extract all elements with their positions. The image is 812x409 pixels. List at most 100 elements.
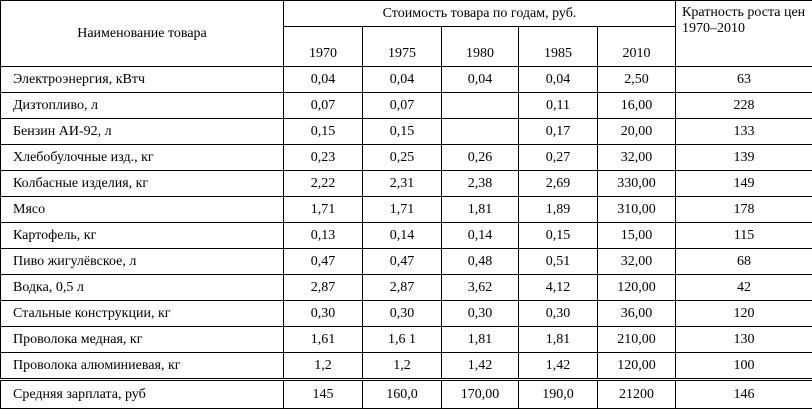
- price-cell: 3,62: [442, 275, 519, 301]
- ratio-cell: 133: [676, 119, 812, 145]
- price-cell: 0,15: [519, 223, 598, 249]
- price-cell: 36,00: [598, 301, 676, 327]
- item-name: Электроэнергия, кВтч: [1, 67, 284, 93]
- price-cell: 2,22: [284, 171, 363, 197]
- price-cell: 0,48: [442, 249, 519, 275]
- price-cell: 0,04: [284, 67, 363, 93]
- price-cell: [442, 93, 519, 119]
- price-cell: 16,00: [598, 93, 676, 119]
- price-cell: 0,07: [363, 93, 442, 119]
- price-group-header: Стоимость товара по годам, руб.: [284, 1, 676, 27]
- price-cell: 0,47: [284, 249, 363, 275]
- price-cell: 1,81: [519, 327, 598, 353]
- item-name: Проволока медная, кг: [1, 327, 284, 353]
- price-cell: 210,00: [598, 327, 676, 353]
- ratio-cell: 178: [676, 197, 812, 223]
- price-cell: 32,00: [598, 249, 676, 275]
- price-cell: 170,00: [442, 380, 519, 409]
- ratio-cell: 139: [676, 145, 812, 171]
- price-cell: 2,50: [598, 67, 676, 93]
- price-cell: 0,04: [363, 67, 442, 93]
- ratio-cell: 63: [676, 67, 812, 93]
- price-cell: 0,47: [363, 249, 442, 275]
- price-cell: 0,30: [363, 301, 442, 327]
- price-cell: 0,13: [284, 223, 363, 249]
- price-cell: 1,81: [442, 197, 519, 223]
- name-column-header: Наименование товара: [1, 1, 284, 67]
- year-header: 2010: [598, 27, 676, 67]
- price-cell: 120,00: [598, 353, 676, 380]
- ratio-cell: 115: [676, 223, 812, 249]
- ratio-cell: 120: [676, 301, 812, 327]
- price-cell: 0,04: [442, 67, 519, 93]
- price-cell: 190,0: [519, 380, 598, 409]
- price-cell: 1,2: [363, 353, 442, 380]
- ratio-cell: 130: [676, 327, 812, 353]
- price-cell: 1,81: [442, 327, 519, 353]
- item-name: Пиво жигулёвское, л: [1, 249, 284, 275]
- year-header: 1970: [284, 27, 363, 67]
- item-name: Бензин АИ-92, л: [1, 119, 284, 145]
- price-cell: 0,11: [519, 93, 598, 119]
- price-cell: 0,14: [442, 223, 519, 249]
- price-cell: 1,6 1: [363, 327, 442, 353]
- ratio-column-header: Кратность роста цен 1970–2010: [676, 1, 812, 67]
- price-cell: 1,42: [519, 353, 598, 380]
- year-header: 1980: [442, 27, 519, 67]
- item-name: Средняя зарплата, руб: [1, 380, 284, 409]
- item-name: Водка, 0,5 л: [1, 275, 284, 301]
- item-name: Картофель, кг: [1, 223, 284, 249]
- price-cell: 160,0: [363, 380, 442, 409]
- item-name: Дизтопливо, л: [1, 93, 284, 119]
- item-name: Проволока алюминиевая, кг: [1, 353, 284, 380]
- price-cell: 2,69: [519, 171, 598, 197]
- price-cell: 1,61: [284, 327, 363, 353]
- ratio-cell: 68: [676, 249, 812, 275]
- ratio-cell: 228: [676, 93, 812, 119]
- price-cell: 21200: [598, 380, 676, 409]
- price-cell: 4,12: [519, 275, 598, 301]
- price-cell: 0,15: [363, 119, 442, 145]
- ratio-cell: 149: [676, 171, 812, 197]
- price-cell: 330,00: [598, 171, 676, 197]
- price-cell: 0,23: [284, 145, 363, 171]
- price-cell: 1,71: [284, 197, 363, 223]
- item-name: Мясо: [1, 197, 284, 223]
- year-header: 1975: [363, 27, 442, 67]
- item-name: Колбасные изделия, кг: [1, 171, 284, 197]
- item-name: Хлебобулочные изд., кг: [1, 145, 284, 171]
- price-cell: [442, 119, 519, 145]
- price-cell: 32,00: [598, 145, 676, 171]
- item-name: Стальные конструкции, кг: [1, 301, 284, 327]
- price-cell: 0,04: [519, 67, 598, 93]
- price-cell: 1,2: [284, 353, 363, 380]
- price-cell: 0,26: [442, 145, 519, 171]
- price-cell: 310,00: [598, 197, 676, 223]
- price-cell: 0,25: [363, 145, 442, 171]
- price-cell: 120,00: [598, 275, 676, 301]
- price-cell: 2,87: [363, 275, 442, 301]
- price-cell: 0,30: [442, 301, 519, 327]
- price-cell: 1,42: [442, 353, 519, 380]
- price-cell: 0,51: [519, 249, 598, 275]
- price-cell: 0,30: [519, 301, 598, 327]
- ratio-cell: 42: [676, 275, 812, 301]
- ratio-cell: 146: [676, 380, 812, 409]
- price-cell: 2,38: [442, 171, 519, 197]
- price-cell: 0,15: [284, 119, 363, 145]
- price-cell: 145: [284, 380, 363, 409]
